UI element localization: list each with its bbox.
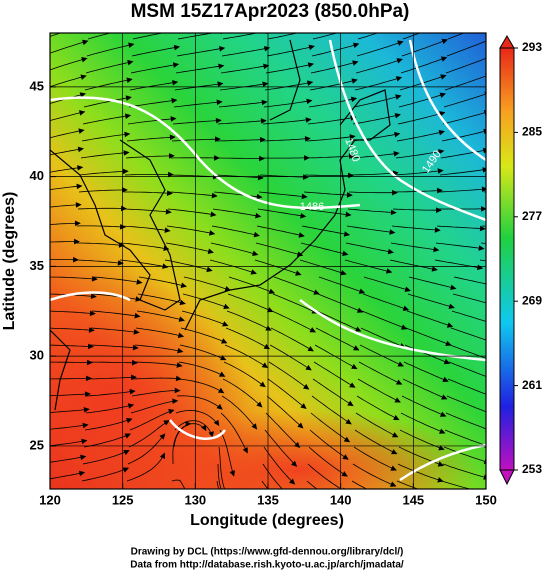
y-tick-label: 25 [30,437,44,452]
x-axis-label: Longitude (degrees) [190,512,344,529]
streamline-arrow [538,322,543,326]
contour-label: 1486 [300,201,324,213]
colorbar-tick-label: 277 [522,209,542,223]
streamline-arrow [527,187,532,191]
colorbar-tick-label: 253 [522,462,542,476]
plot-area: 1480 1490 1486 [0,21,546,530]
streamline-arrow [533,22,538,26]
streamline-arrow [354,26,359,30]
streamline-arrow [541,285,546,289]
streamline-arrow [484,111,489,115]
y-tick-label: 45 [30,78,44,93]
streamline-arrow [487,39,492,43]
streamline-arrow [536,340,541,344]
streamline-arrow [175,28,180,32]
streamline-arrow [532,410,537,414]
streamline-arrow [530,92,535,96]
colorbar-extend [500,470,514,484]
x-tick-label: 135 [257,492,279,507]
colorbar: 253 261 269 277 285 293 [500,36,542,484]
streamline-arrow [528,168,533,172]
colorbar-tick-label: 261 [522,378,542,392]
streamline-arrow [531,74,536,78]
streamline-arrow [399,24,404,28]
streamline-arrow [488,21,493,25]
streamline-arrow [486,56,491,60]
colorbar-extend [500,36,514,48]
streamline-arrow [494,303,499,307]
streamline-arrow [493,322,498,326]
y-tick-label: 40 [30,168,44,183]
streamline-arrow [488,393,493,397]
colorbar-tick-label: 293 [522,40,542,54]
streamline-arrow [484,459,489,463]
x-tick-label: 130 [184,492,206,507]
streamline-arrow [487,410,492,414]
streamline-arrow [531,426,536,430]
colorbar-tick-label: 285 [522,125,542,139]
streamline-arrow [533,393,538,397]
x-tick-label: 145 [402,492,424,507]
streamline-arrow [491,340,496,344]
streamline-arrow [522,265,527,269]
streamline-arrow [130,26,135,30]
streamline-arrow [289,496,294,501]
streamline-arrow [525,226,530,230]
y-tick-label: 30 [30,348,44,363]
y-tick-label: 35 [30,258,44,273]
streamline-arrow [529,148,534,152]
streamline-arrow [223,489,227,494]
y-axis-label: Latitude (degrees) [1,192,18,331]
streamline-arrow [524,246,529,250]
streamline-arrow [437,493,442,497]
streamline-arrow [535,358,540,362]
colorbar-scale [500,48,514,470]
streamline-arrow [531,56,536,60]
streamline-arrow [529,489,534,493]
x-tick-label: 140 [330,492,352,507]
streamline [493,22,538,39]
credit: Drawing by DCL (https://www.gfd-dennou.o… [131,547,404,558]
colorbar-tick-label: 269 [522,293,542,307]
credit: Data from http://database.rish.kyoto-u.a… [130,560,404,571]
streamline-arrow [443,22,448,26]
streamline-arrow [490,358,495,362]
streamline [487,481,534,493]
streamline-arrow [84,23,89,27]
streamline-arrow [227,504,231,509]
x-tick-label: 125 [112,492,134,507]
streamline-arrow [390,498,395,502]
streamline-arrow [310,28,315,32]
x-tick-label: 150 [475,492,497,507]
streamline-arrow [529,111,534,115]
x-tick-label: 120 [39,492,61,507]
streamline-arrow [530,443,535,447]
map-title: MSM 15Z17Apr2023 (850.0hPa) [131,1,410,22]
streamline-arrow [489,376,494,380]
